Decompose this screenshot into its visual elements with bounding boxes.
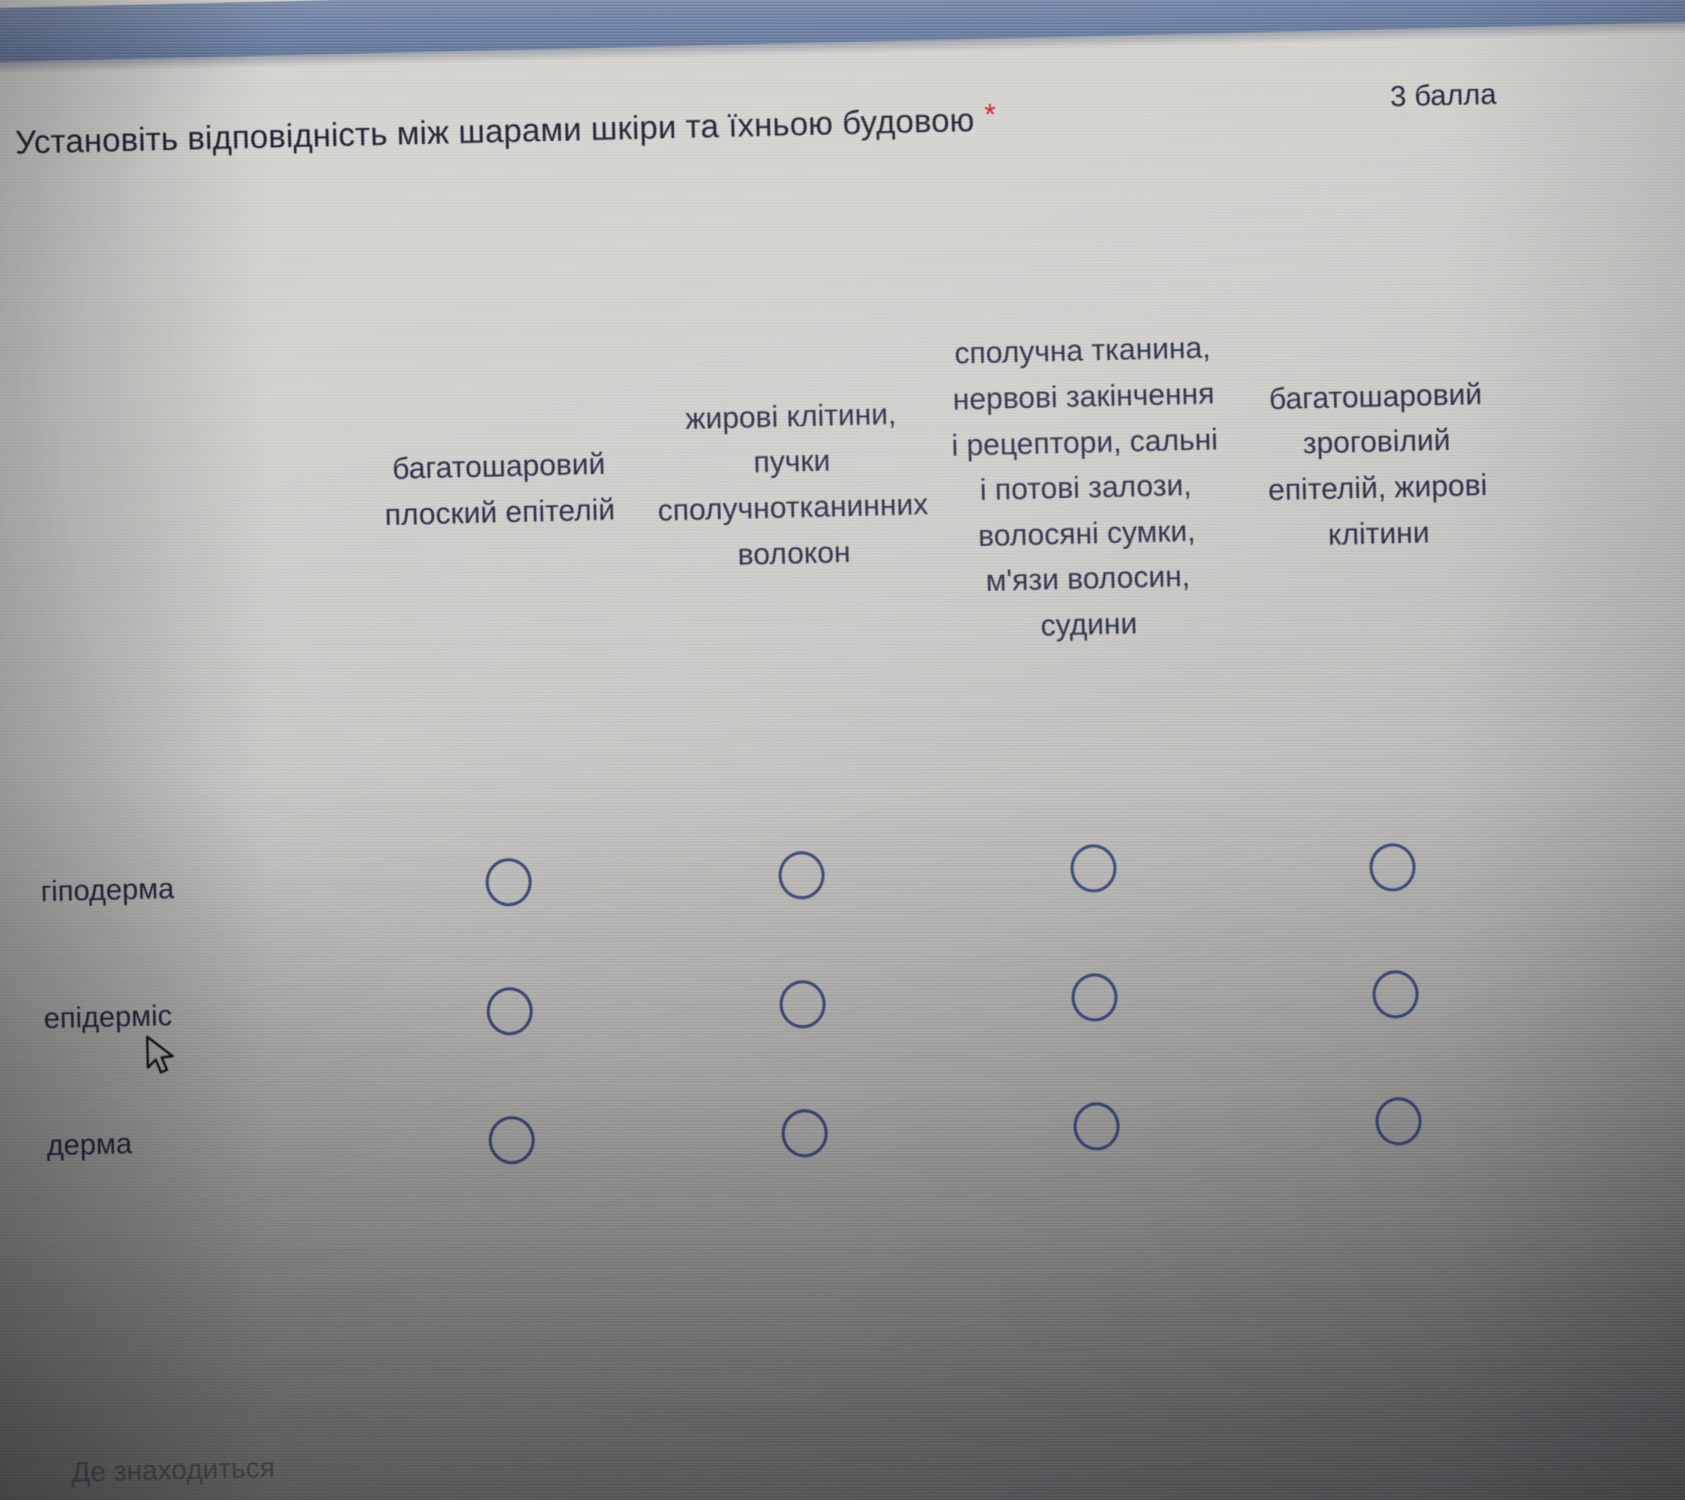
grid-cell-3-1[interactable] bbox=[368, 1108, 662, 1165]
radio-button[interactable] bbox=[777, 850, 825, 900]
required-asterisk: * bbox=[983, 98, 997, 132]
radio-button[interactable] bbox=[1070, 843, 1118, 893]
radio-button[interactable] bbox=[1371, 969, 1419, 1019]
points-badge: 3 балла bbox=[1389, 78, 1497, 114]
grid-row-label-1: гіподерма bbox=[40, 873, 175, 909]
grid-cell-2-1[interactable] bbox=[365, 981, 659, 1036]
radio-button[interactable] bbox=[1374, 1096, 1422, 1146]
grid-column-headers: багатошаровий плоский епітелій жирові кл… bbox=[17, 174, 1531, 829]
radio-button[interactable] bbox=[1368, 842, 1416, 892]
radio-button[interactable] bbox=[1071, 972, 1119, 1022]
radio-button[interactable] bbox=[778, 979, 826, 1029]
next-question-partial-text: Де знаходиться bbox=[71, 1451, 276, 1488]
radio-button[interactable] bbox=[780, 1108, 828, 1158]
grid-column-header-4: багатошаровий зроговілий епітелій, жиров… bbox=[1267, 377, 1488, 552]
radio-button[interactable] bbox=[486, 986, 534, 1036]
radio-button[interactable] bbox=[1073, 1101, 1121, 1151]
page-title: Установіть відповідність між шарами шкір… bbox=[15, 99, 997, 162]
question-header: Установіть відповідність між шарами шкір… bbox=[14, 72, 1615, 180]
radio-button[interactable] bbox=[485, 857, 533, 907]
multiple-choice-grid: багатошаровий плоский епітелій жирові кл… bbox=[17, 174, 1540, 1210]
radio-button[interactable] bbox=[488, 1115, 536, 1165]
grid-column-header-3: сполучна тканина, нервові закінчення і р… bbox=[951, 331, 1219, 643]
grid-cell-3-4[interactable] bbox=[1245, 1088, 1539, 1146]
grid-cell-3-2[interactable] bbox=[661, 1101, 955, 1158]
grid-cell-2-4[interactable] bbox=[1242, 961, 1536, 1019]
grid-row-label-2: епідерміс bbox=[43, 1000, 173, 1036]
grid-cell-1-2[interactable] bbox=[655, 847, 949, 902]
form-question-card: Установіть відповідність між шарами шкір… bbox=[14, 72, 1639, 1210]
grid-row-label-3: дерма bbox=[46, 1128, 133, 1163]
question-title-text: Установіть відповідність між шарами шкір… bbox=[14, 101, 975, 161]
grid-cell-1-3[interactable] bbox=[947, 840, 1241, 895]
grid-cell-1-1[interactable] bbox=[362, 854, 656, 909]
grid-cell-2-2[interactable] bbox=[658, 974, 952, 1029]
grid-column-header-1: багатошаровий плоский епітелій bbox=[384, 448, 616, 533]
grid-cell-3-3[interactable] bbox=[953, 1094, 1247, 1151]
grid-cell-2-3[interactable] bbox=[950, 967, 1244, 1022]
grid-column-header-2: жирові клітини, пучки сполучнотканинних … bbox=[657, 397, 929, 572]
grid-cell-1-4[interactable] bbox=[1239, 834, 1533, 892]
